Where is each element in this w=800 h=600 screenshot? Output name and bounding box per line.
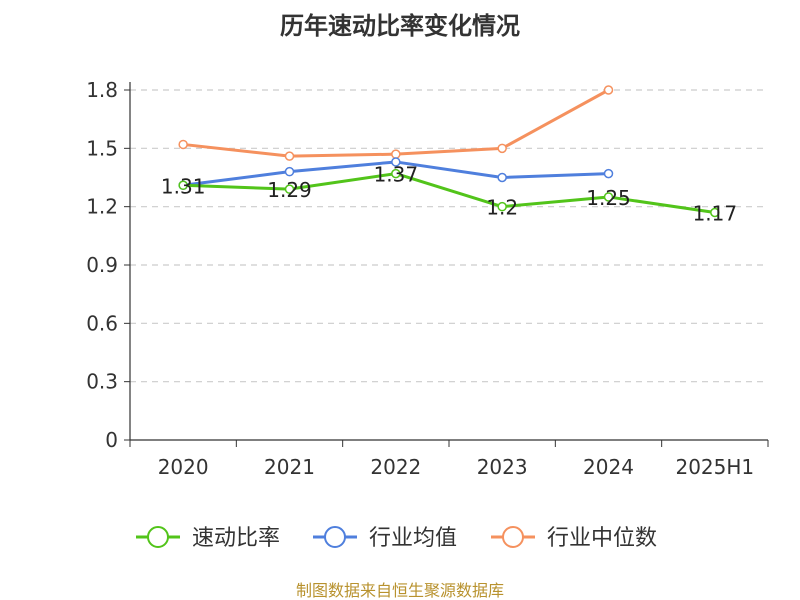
x-tick-label: 2020 (158, 455, 209, 479)
data-label: 1.2 (486, 196, 518, 220)
data-point (603, 85, 614, 95)
series-line (183, 88, 610, 158)
legend[interactable]: 速动比率 行业均值 行业中位数 (136, 526, 657, 551)
x-tick-label: 2021 (264, 455, 315, 479)
legend-marker (324, 526, 346, 548)
series-points (178, 85, 720, 218)
y-tick-label: 0 (105, 428, 118, 452)
legend-label[interactable]: 行业均值 (369, 526, 457, 551)
y-tick-label: 1.8 (86, 78, 118, 102)
x-tick-label: 2024 (583, 455, 634, 479)
axes: 0 0.3 0.6 0.9 1.2 1.5 1.8 2020 2021 2022 2023 2024 2… (86, 78, 769, 479)
data-point (603, 168, 614, 179)
series-lines (182, 88, 716, 214)
x-tick-label: 2025H1 (675, 455, 754, 479)
y-tick-label: 1.5 (86, 136, 118, 160)
data-label: 1.25 (586, 186, 631, 210)
legend-marker (502, 526, 524, 548)
data-labels: 1.31 1.29 1.37 1.2 1.25 1.17 (161, 163, 737, 226)
data-point (497, 143, 507, 154)
legend-marker (147, 526, 169, 548)
data-label: 1.29 (267, 178, 312, 202)
data-label: 1.17 (693, 202, 738, 226)
data-point (284, 184, 295, 194)
source-note: 制图数据来自恒生聚源数据库 (296, 581, 504, 600)
data-point (497, 172, 507, 183)
series-line (183, 172, 716, 214)
data-point (710, 207, 720, 218)
y-tick-label: 1.2 (86, 195, 118, 219)
data-point (603, 192, 614, 202)
legend-label[interactable]: 速动比率 (192, 526, 280, 551)
data-point (178, 180, 188, 191)
data-point (391, 157, 401, 167)
x-tick-label: 2022 (370, 455, 421, 479)
data-point (391, 168, 401, 179)
data-point (497, 201, 507, 212)
y-tick-label: 0.3 (86, 370, 118, 394)
y-tick-label: 0.9 (86, 253, 118, 277)
y-tick-label: 0.6 (86, 311, 118, 335)
legend-label[interactable]: 行业中位数 (547, 526, 657, 551)
grid (130, 89, 768, 383)
data-point (391, 149, 401, 159)
x-tick-label: 2023 (477, 455, 528, 479)
data-label: 1.37 (374, 163, 419, 187)
data-point (284, 151, 295, 161)
data-point (178, 139, 188, 150)
data-point (284, 166, 295, 177)
data-label: 1.31 (161, 174, 206, 198)
chart-title: 历年速动比率变化情况 (280, 12, 520, 40)
